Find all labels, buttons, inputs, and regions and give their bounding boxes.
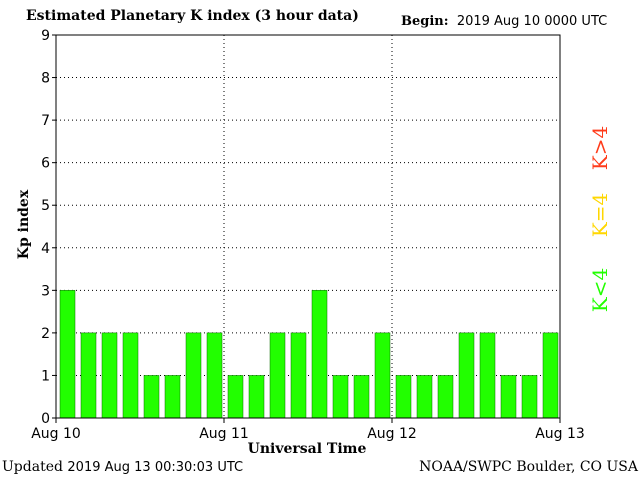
kp-bar — [458, 332, 475, 419]
kp-bar — [185, 332, 202, 419]
y-tick-label: 5 — [41, 198, 50, 214]
kp-bar — [101, 332, 118, 419]
kp-bar — [353, 375, 370, 419]
y-tick-label: 8 — [41, 71, 50, 87]
y-tick-label: 6 — [41, 156, 50, 172]
kp-bar — [542, 332, 559, 419]
y-tick-label: 1 — [41, 368, 50, 384]
kp-bar — [395, 375, 412, 419]
kp-bar — [248, 375, 265, 419]
y-tick-label: 3 — [41, 283, 50, 299]
x-tick-label: Aug 10 — [31, 426, 81, 442]
source-credit: NOAA/SWPC Boulder, CO USA — [419, 459, 638, 475]
legend-above: K>4 — [588, 126, 612, 170]
x-tick-label: Aug 11 — [199, 426, 249, 442]
begin-time: Begin: 2019 Aug 10 0000 UTC — [401, 14, 607, 29]
kp-bar — [80, 332, 97, 419]
kp-bar — [416, 375, 433, 419]
kp-bar — [437, 375, 454, 419]
kp-bar — [269, 332, 286, 419]
y-axis-title: Kp index — [16, 189, 32, 259]
kp-bar — [164, 375, 181, 419]
begin-label: Begin: — [401, 14, 449, 29]
legend-equal: K=4 — [588, 193, 612, 237]
kp-bar — [374, 332, 391, 419]
updated-label: Updated — [2, 459, 63, 475]
y-tick-label: 4 — [41, 241, 50, 257]
x-tick-label: Aug 12 — [367, 426, 417, 442]
kp-bar — [311, 290, 328, 419]
begin-value: 2019 Aug 10 0000 UTC — [456, 14, 608, 29]
x-axis-title: Universal Time — [248, 441, 367, 457]
y-tick-label: 2 — [41, 326, 50, 342]
y-tick-label: 0 — [41, 411, 50, 427]
x-tick-label: Aug 13 — [535, 426, 585, 442]
legend-below: K<4 — [588, 268, 612, 312]
kp-bar — [59, 290, 76, 419]
y-tick-label: 9 — [41, 28, 50, 44]
kp-bar — [143, 375, 160, 419]
kp-bar — [521, 375, 538, 419]
kp-bar — [206, 332, 223, 419]
chart-title: Estimated Planetary K index (3 hour data… — [26, 8, 359, 24]
y-tick-label: 7 — [41, 113, 50, 129]
kp-bar — [479, 332, 496, 419]
updated-stamp: Updated 2019 Aug 13 00:30:03 UTC — [2, 459, 243, 475]
kp-bar — [290, 332, 307, 419]
updated-value: 2019 Aug 13 00:30:03 UTC — [67, 460, 244, 475]
kp-bar — [332, 375, 349, 419]
kp-bar — [122, 332, 139, 419]
kp-bar — [227, 375, 244, 419]
kp-bar — [500, 375, 517, 419]
plot-frame — [55, 34, 561, 419]
